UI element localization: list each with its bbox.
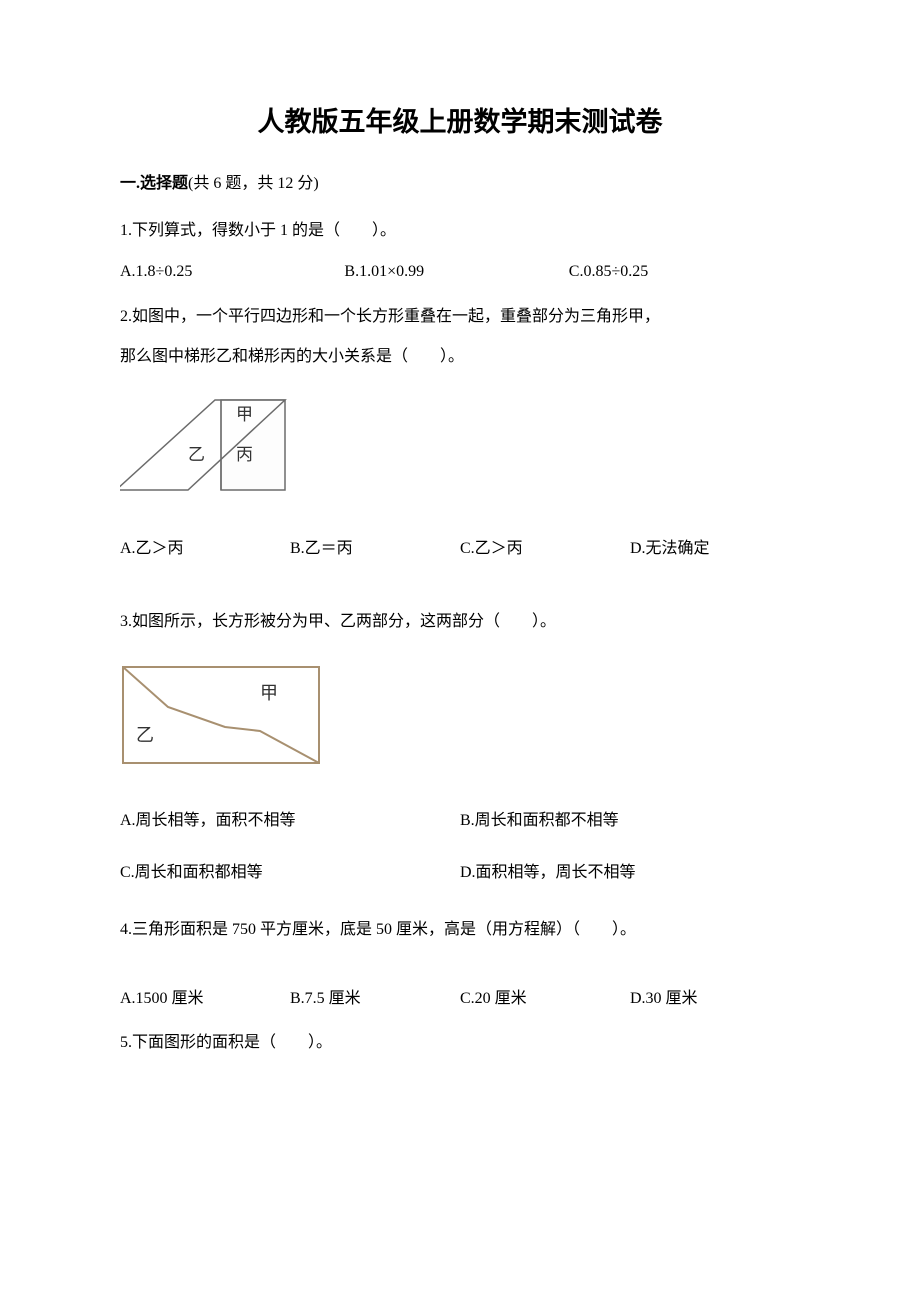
- question-2-options: A.乙＞丙 B.乙＝丙 C.乙＞丙 D.无法确定: [120, 531, 800, 568]
- q3-label-yi: 乙: [136, 725, 154, 745]
- q1-option-c: C.0.85÷0.25: [569, 254, 793, 291]
- q3-rectangle: [123, 667, 319, 763]
- q3-label-jia: 甲: [260, 683, 278, 703]
- q3-option-d: D.面积相等，周长不相等: [460, 858, 800, 882]
- q4-option-b: B.7.5 厘米: [290, 981, 460, 1018]
- section-header: 一.选择题(共 6 题，共 12 分): [120, 169, 800, 193]
- q2-label-bing: 丙: [236, 445, 253, 464]
- question-5-text: 5.下面图形的面积是（ ）。: [120, 1025, 800, 1062]
- figure-q2: 甲 乙 丙: [120, 396, 800, 501]
- q2-label-yi: 乙: [188, 445, 205, 464]
- q1-option-b: B.1.01×0.99: [344, 254, 568, 291]
- q4-option-a: A.1500 厘米: [120, 981, 290, 1018]
- q3-option-b: B.周长和面积都不相等: [460, 806, 800, 830]
- figure-q3: 甲 乙: [120, 661, 800, 776]
- question-3-text: 3.如图所示，长方形被分为甲、乙两部分，这两部分（ ）。: [120, 604, 800, 641]
- q3-divider-line: [123, 667, 319, 763]
- question-2-line1: 2.如图中，一个平行四边形和一个长方形重叠在一起，重叠部分为三角形甲，: [120, 299, 800, 336]
- question-4-text: 4.三角形面积是 750 平方厘米，底是 50 厘米，高是（用方程解）（ ）。: [120, 912, 800, 949]
- question-3-options: A.周长相等，面积不相等 B.周长和面积都不相等 C.周长和面积都相等 D.面积…: [120, 806, 800, 882]
- page-title: 人教版五年级上册数学期末测试卷: [120, 100, 800, 139]
- q2-label-jia: 甲: [236, 405, 253, 424]
- q2-option-c: C.乙＞丙: [460, 531, 630, 568]
- question-2-line2: 那么图中梯形乙和梯形丙的大小关系是（ ）。: [120, 339, 800, 376]
- section-prefix: 一.选择题: [120, 175, 188, 192]
- q4-option-d: D.30 厘米: [630, 981, 800, 1018]
- q2-option-b: B.乙＝丙: [290, 531, 460, 568]
- question-4-options: A.1500 厘米 B.7.5 厘米 C.20 厘米 D.30 厘米: [120, 981, 800, 1018]
- question-1-text: 1.下列算式，得数小于 1 的是（ ）。: [120, 213, 800, 250]
- section-suffix: (共 6 题，共 12 分): [188, 175, 319, 192]
- q2-option-a: A.乙＞丙: [120, 531, 290, 568]
- q3-option-a: A.周长相等，面积不相等: [120, 806, 460, 830]
- q1-option-a: A.1.8÷0.25: [120, 254, 344, 291]
- q2-option-d: D.无法确定: [630, 531, 800, 568]
- q4-option-c: C.20 厘米: [460, 981, 630, 1018]
- spacer-2: [120, 953, 800, 981]
- spacer: [120, 576, 800, 604]
- q3-option-c: C.周长和面积都相等: [120, 858, 460, 882]
- question-1-options: A.1.8÷0.25 B.1.01×0.99 C.0.85÷0.25: [120, 254, 800, 291]
